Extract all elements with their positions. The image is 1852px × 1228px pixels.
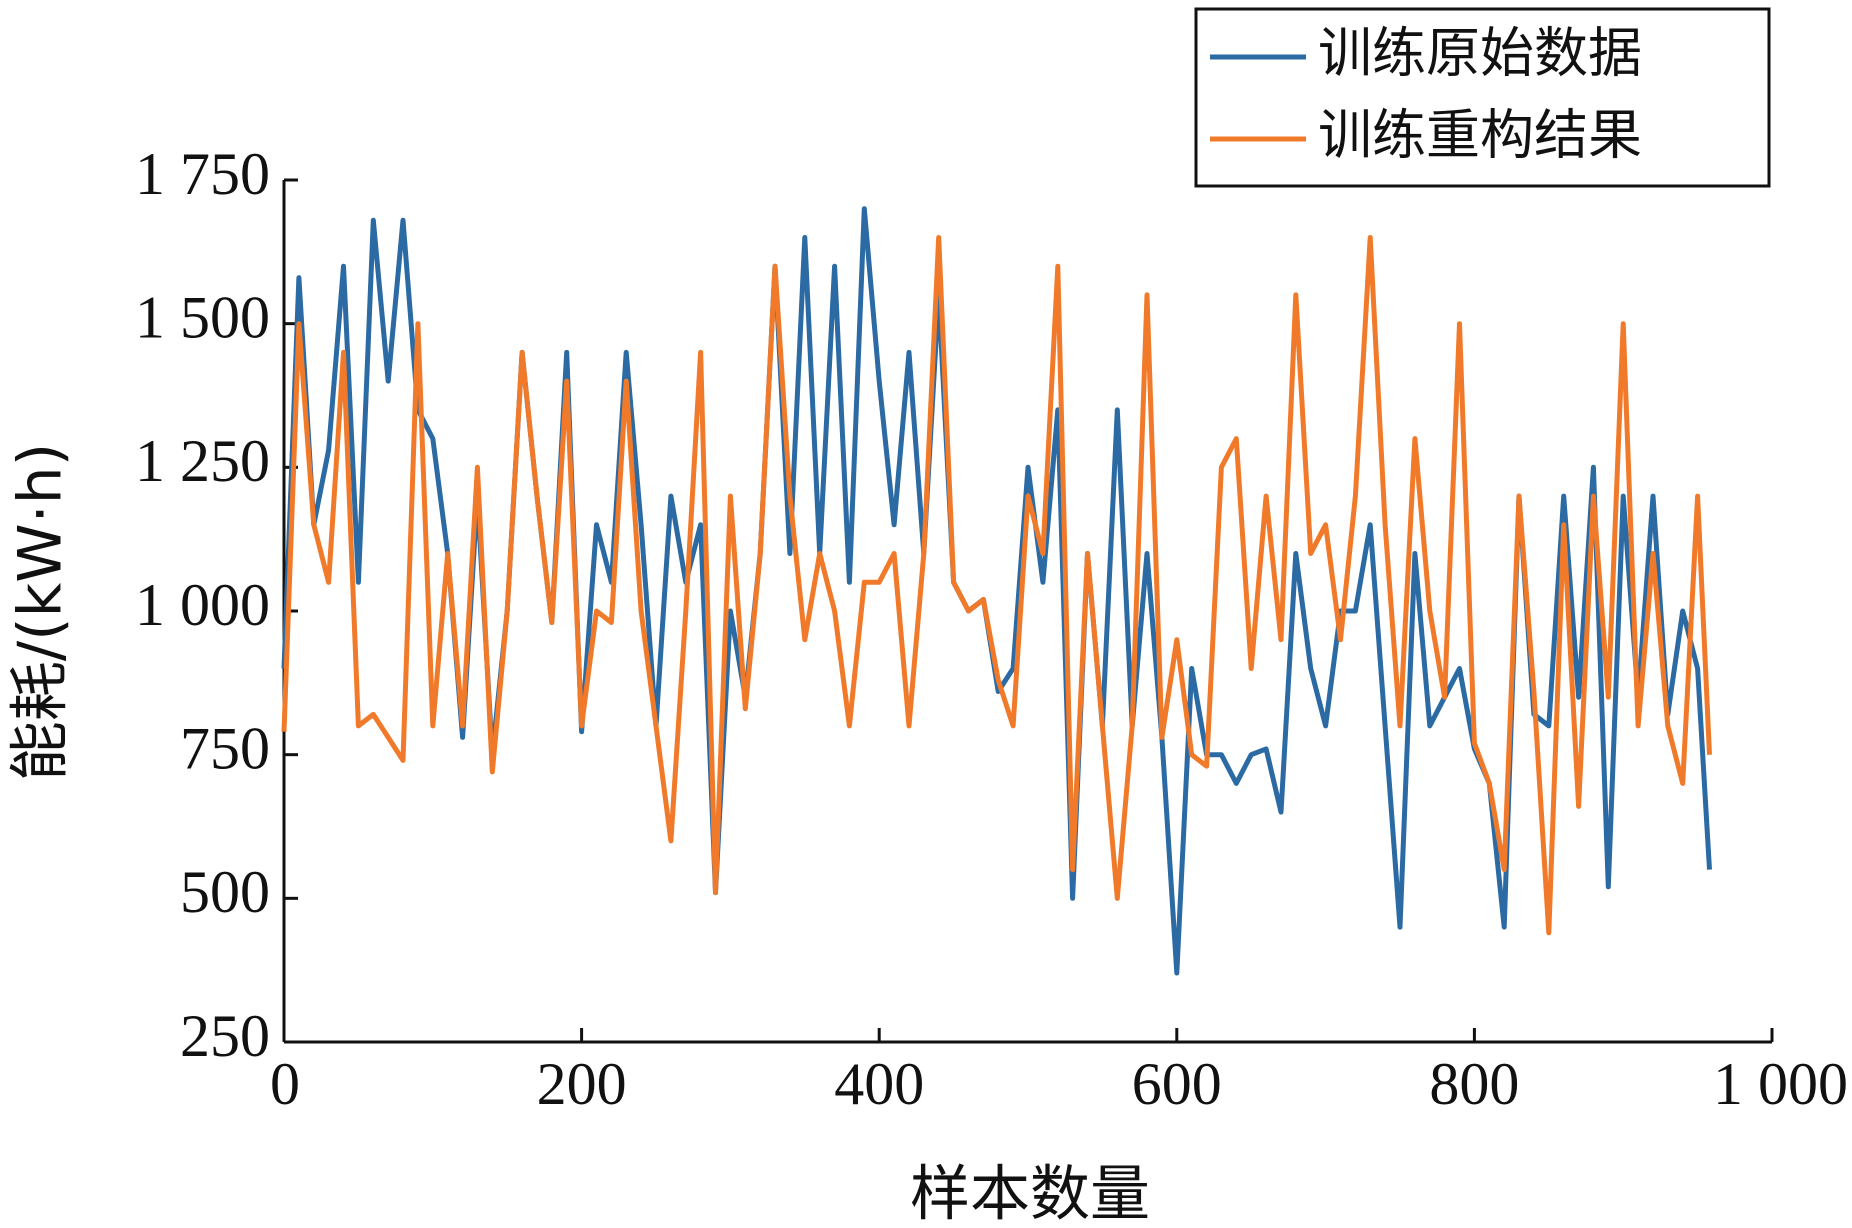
y-tick-label: 1 500 (135, 284, 270, 350)
x-tick-label: 800 (1429, 1051, 1519, 1117)
y-tick-label: 250 (180, 1003, 270, 1069)
x-tick-label: 400 (834, 1051, 924, 1117)
x-tick-label: 0 (270, 1051, 300, 1117)
legend-label: 训练重构结果 (1318, 104, 1642, 167)
y-axis-title: 能耗/(kW·h) (6, 443, 76, 781)
y-tick-label: 750 (180, 715, 270, 781)
legend-box (1194, 7, 1771, 188)
x-tick-label: 600 (1132, 1051, 1222, 1117)
y-tick-label: 1 000 (135, 572, 270, 638)
y-tick-label: 1 250 (135, 428, 270, 494)
legend-label: 训练原始数据 (1318, 22, 1642, 85)
series-line (281, 206, 1712, 976)
series-line (281, 235, 1712, 936)
x-tick-label: 1 000 (1713, 1051, 1848, 1117)
y-tick-label: 1 750 (135, 141, 270, 207)
x-axis-title: 样本数量 (910, 1160, 1150, 1228)
y-tick-label: 500 (180, 859, 270, 925)
x-tick-label: 200 (537, 1051, 627, 1117)
